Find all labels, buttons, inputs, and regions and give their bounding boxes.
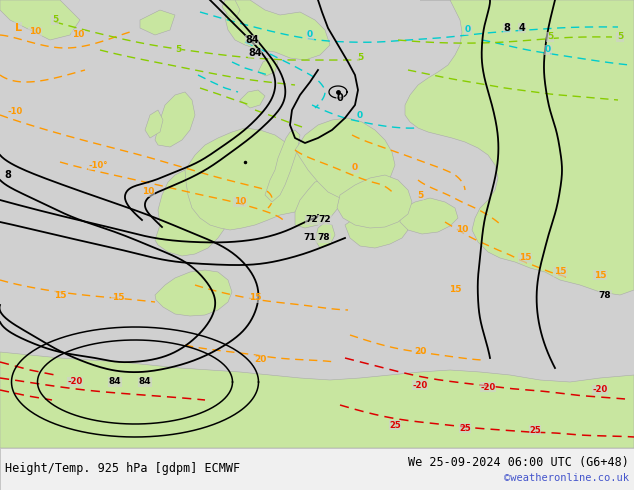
Polygon shape — [185, 128, 335, 230]
Text: 10: 10 — [234, 197, 246, 206]
Text: 10: 10 — [72, 30, 84, 40]
Text: 84: 84 — [245, 35, 259, 45]
Text: 5: 5 — [357, 53, 363, 63]
Polygon shape — [345, 210, 408, 248]
Text: -10: -10 — [8, 107, 23, 117]
Text: 78: 78 — [598, 291, 611, 299]
Polygon shape — [0, 352, 634, 448]
Text: 15: 15 — [553, 268, 566, 276]
Text: 25: 25 — [529, 425, 541, 435]
Polygon shape — [155, 270, 232, 316]
Text: 0: 0 — [307, 30, 313, 40]
Polygon shape — [240, 90, 265, 108]
Text: We 25-09-2024 06:00 UTC (G6+48): We 25-09-2024 06:00 UTC (G6+48) — [408, 456, 629, 468]
Text: 15: 15 — [449, 286, 462, 294]
Text: 15: 15 — [112, 294, 124, 302]
Polygon shape — [140, 10, 175, 35]
Polygon shape — [295, 180, 340, 228]
Text: 0: 0 — [465, 25, 471, 34]
Text: 5: 5 — [417, 191, 423, 199]
Text: -20: -20 — [412, 381, 427, 390]
Text: 5: 5 — [547, 32, 553, 42]
Text: 72: 72 — [319, 216, 332, 224]
Polygon shape — [155, 168, 232, 256]
Polygon shape — [222, 0, 240, 20]
Polygon shape — [315, 222, 335, 248]
Text: 15: 15 — [594, 270, 606, 279]
Text: 10: 10 — [142, 188, 154, 196]
Text: 84: 84 — [248, 48, 262, 58]
Text: 71: 71 — [304, 234, 316, 243]
Text: -20: -20 — [67, 377, 82, 387]
Text: 8: 8 — [4, 170, 11, 180]
Text: 20: 20 — [254, 356, 266, 365]
Text: 72: 72 — [306, 216, 318, 224]
Text: 10: 10 — [456, 225, 468, 235]
Text: 20: 20 — [414, 347, 426, 357]
Polygon shape — [155, 92, 195, 147]
Text: 5: 5 — [617, 32, 623, 42]
Polygon shape — [337, 175, 412, 228]
Polygon shape — [405, 0, 634, 295]
Text: -20: -20 — [592, 386, 607, 394]
Polygon shape — [258, 58, 278, 76]
Text: 0: 0 — [357, 111, 363, 120]
Polygon shape — [295, 118, 395, 200]
Polygon shape — [225, 0, 330, 60]
Text: -20: -20 — [481, 383, 496, 392]
Text: 4: 4 — [519, 23, 526, 33]
Polygon shape — [0, 0, 80, 40]
Text: 8: 8 — [503, 23, 510, 33]
Text: 15: 15 — [249, 294, 261, 302]
Text: 15: 15 — [54, 291, 66, 299]
Polygon shape — [400, 198, 458, 234]
Text: 0: 0 — [545, 46, 551, 54]
Text: 84: 84 — [139, 377, 152, 387]
Polygon shape — [265, 130, 300, 202]
Text: Height/Temp. 925 hPa [gdpm] ECMWF: Height/Temp. 925 hPa [gdpm] ECMWF — [5, 462, 240, 474]
Text: 0: 0 — [352, 164, 358, 172]
Text: 5: 5 — [52, 16, 58, 24]
Text: -10°: -10° — [88, 161, 108, 170]
Text: 25: 25 — [459, 423, 471, 433]
Polygon shape — [145, 110, 163, 138]
Text: 84: 84 — [108, 377, 121, 387]
Text: L: L — [15, 23, 22, 33]
Text: ©weatheronline.co.uk: ©weatheronline.co.uk — [504, 473, 629, 483]
Text: 78: 78 — [318, 234, 330, 243]
Text: 10: 10 — [29, 27, 41, 36]
Text: 15: 15 — [519, 253, 531, 263]
Bar — [0, 448, 634, 490]
Text: 0: 0 — [337, 93, 344, 103]
Text: 25: 25 — [389, 420, 401, 430]
Text: 5: 5 — [175, 46, 181, 54]
